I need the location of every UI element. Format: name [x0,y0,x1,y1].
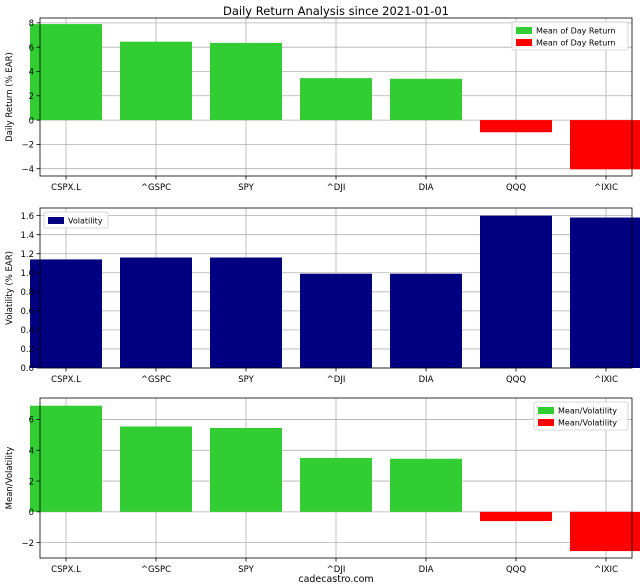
legend: Mean/Volatility Mean/Volatility [533,401,629,431]
y-tick-label: 0.8 [20,288,34,298]
x-tick-label: ^DJI [327,565,346,575]
x-tick-label: CSPX.L [51,183,81,193]
chart-panel-3: −2 0 2 4 6 CSPX.L ^GSPC SPY ^DJI DIA QQQ ^IXIC Mean/… [5,397,640,575]
chart-title: Daily Return Analysis since 2021-01-01 [223,4,449,18]
y-tick-label: 4 [29,68,34,78]
x-tick-label: DIA [419,375,434,385]
legend-label: Volatility [68,217,103,226]
y-tick-label: −2 [21,539,34,549]
y-tick-label: 0 [29,116,34,126]
footer-credit: cadecastro.com [298,574,373,585]
x-tick-label: ^DJI [327,183,346,193]
x-tick-label: SPY [238,375,254,385]
bar-QQQ [480,511,552,522]
bar-CSPX.L [30,405,102,512]
x-tick-label: DIA [419,183,434,193]
x-tick-label: QQQ [506,375,526,385]
bar-^DJI [300,458,372,512]
bar-SPY [210,42,282,121]
y-tick-label: 0 [29,508,34,518]
x-tick-label: ^GSPC [141,183,171,193]
chart-panel-1: −4 −2 0 2 4 6 8 CSPX.L ^GSPC SPY ^DJI DIA QQQ ^IXIC Da… [5,17,640,193]
y-tick-label: 2 [29,477,34,487]
y-tick-label: 2 [29,92,34,102]
bar-SPY [210,428,282,512]
legend-swatch [48,217,64,224]
y-tick-label: 1.4 [20,231,34,241]
bar-DIA [390,458,462,512]
legend: Volatility [43,211,109,229]
y-tick-label: 8 [29,19,34,29]
y-axis-label: Daily Return (% EAR) [5,52,15,142]
y-tick-label: 1.0 [20,269,34,279]
y-tick-label: 0.6 [20,307,34,317]
bar-^IXIC [570,120,640,170]
x-tick-label: ^DJI [327,375,346,385]
x-tick-label: ^IXIC [594,565,618,575]
x-tick-label: ^GSPC [141,565,171,575]
y-tick-label: 0.2 [20,345,34,355]
y-axis-label: Volatility (% EAR) [5,251,15,325]
y-tick-label: 4 [29,447,34,457]
legend-label: Mean of Day Return [536,27,615,36]
legend-swatch [538,419,554,426]
bar-^DJI [300,78,372,121]
bar-^IXIC [570,511,640,552]
bar-DIA [390,78,462,121]
legend-label: Mean of Day Return [536,39,615,48]
legend-swatch [538,407,554,414]
legend-box [511,21,629,51]
x-tick-label: QQQ [506,183,526,193]
bar-QQQ [480,120,552,133]
x-tick-label: CSPX.L [51,565,81,575]
bar-^GSPC [120,257,192,368]
legend-label: Mean/Volatility [558,419,617,428]
chart-panel-2: 0.0 0.2 0.4 0.6 0.8 1.0 1.2 1.4 1.6 CSPX.L ^GSPC SP… [5,207,640,385]
bar-^IXIC [570,217,640,368]
x-tick-label: DIA [419,565,434,575]
x-tick-label: ^GSPC [141,375,171,385]
bar-QQQ [480,215,552,368]
legend: Mean of Day Return Mean of Day Return [511,21,629,51]
y-tick-label: 0.0 [20,364,34,374]
legend-swatch [516,27,532,34]
y-axis-label: Mean/Volatility [5,447,15,510]
bar-CSPX.L [30,24,102,121]
y-tick-label: 6 [29,416,34,426]
x-tick-label: ^IXIC [594,375,618,385]
bar-SPY [210,257,282,368]
x-tick-label: SPY [238,183,254,193]
bar-^GSPC [120,426,192,512]
x-tick-label: CSPX.L [51,375,81,385]
y-tick-label: −2 [21,141,34,151]
x-tick-label: QQQ [506,565,526,575]
legend-swatch [516,39,532,46]
x-tick-label: ^IXIC [594,183,618,193]
bar-^GSPC [120,41,192,121]
bar-^DJI [300,273,372,368]
y-tick-label: 0.4 [20,326,34,336]
y-tick-label: 1.2 [20,250,34,260]
legend-box [533,401,629,431]
bar-DIA [390,273,462,368]
x-tick-label: SPY [238,565,254,575]
y-tick-label: 1.6 [20,212,34,222]
legend-label: Mean/Volatility [558,407,617,416]
bar-CSPX.L [30,259,102,368]
y-tick-label: −4 [21,165,34,175]
y-tick-label: 6 [29,43,34,53]
